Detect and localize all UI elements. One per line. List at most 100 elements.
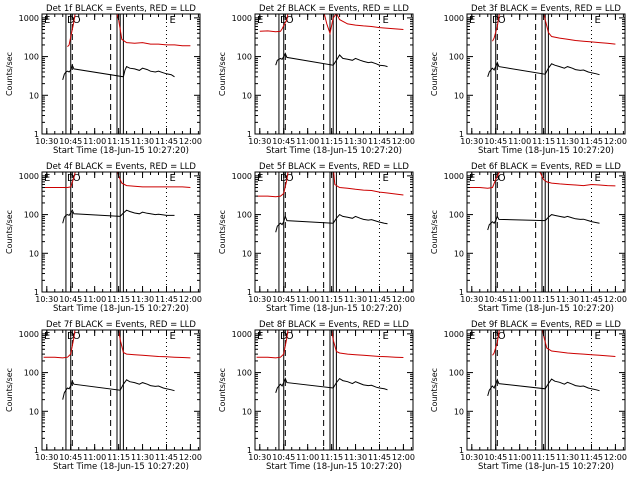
events-series-line (62, 379, 175, 400)
y-tick-label: 1 (247, 446, 252, 455)
panel-title: Det 1f BLACK = Events, RED = LLD (46, 4, 196, 14)
lld-series-line (259, 14, 404, 36)
y-tick-label: 10 (242, 91, 252, 100)
x-tick-label: 11:15 (532, 295, 555, 304)
x-tick-label: 11:45 (368, 137, 391, 146)
x-tick-label: 10:30 (35, 295, 58, 304)
y-tick-label: 1 (34, 130, 39, 139)
x-axis-label: Start Time (18-Jun-15 10:27:20) (53, 304, 189, 314)
plot-frame (41, 171, 201, 293)
annotation-label: E (44, 15, 50, 26)
y-tick-label: 10 (29, 249, 39, 258)
x-tick-label: 11:15 (107, 295, 130, 304)
annotation-label: D (280, 173, 288, 184)
x-tick-label: 11:15 (532, 137, 555, 146)
y-tick-label: 1000 (444, 14, 464, 23)
y-tick-label: 1 (247, 288, 252, 297)
x-tick-label: 11:15 (107, 137, 130, 146)
annotation-label: O (73, 173, 81, 184)
events-series-line (487, 61, 600, 77)
panel-title: Det 7f BLACK = Events, RED = LLD (46, 320, 196, 330)
panel-title: Det 4f BLACK = Events, RED = LLD (46, 162, 196, 172)
x-tick-label: 10:30 (460, 453, 483, 462)
annotation-label: D (67, 173, 75, 184)
annotation-label: E (44, 173, 50, 184)
annotation-label: D (492, 331, 500, 342)
x-tick-label: 12:00 (179, 453, 202, 462)
x-tick-label: 11:30 (131, 453, 154, 462)
y-axis-label: Counts/sec (5, 52, 14, 96)
plot-frame (254, 171, 414, 293)
y-tick-label: 1 (459, 288, 464, 297)
y-axis-label: Counts/sec (430, 52, 439, 96)
x-tick-label: 11:15 (320, 137, 343, 146)
y-tick-label: 10 (454, 91, 464, 100)
y-tick-label: 100 (449, 211, 464, 220)
panel-title: Det 5f BLACK = Events, RED = LLD (259, 162, 409, 172)
x-tick-label: 10:45 (59, 295, 82, 304)
annotation-label: D (492, 15, 500, 26)
y-tick-label: 1 (247, 130, 252, 139)
x-tick-label: 11:30 (556, 295, 579, 304)
y-axis-label: Counts/sec (5, 368, 14, 412)
annotation-label: E (44, 331, 50, 342)
y-tick-label: 10 (29, 407, 39, 416)
x-tick-label: 11:15 (320, 295, 343, 304)
annotation-label: E (169, 173, 175, 184)
x-tick-label: 12:00 (392, 295, 415, 304)
y-tick-label: 1 (459, 446, 464, 455)
annotation-label: E (169, 331, 175, 342)
panel-title: Det 9f BLACK = Events, RED = LLD (471, 320, 621, 330)
annotation-label: O (498, 15, 506, 26)
panel-title: Det 2f BLACK = Events, RED = LLD (259, 4, 409, 14)
x-tick-label: 10:45 (59, 137, 82, 146)
lld-series-line (43, 172, 191, 188)
x-tick-label: 12:00 (392, 137, 415, 146)
annotation-label: E (594, 173, 600, 184)
annotation-label: O (498, 331, 506, 342)
x-tick-label: 11:30 (556, 453, 579, 462)
y-axis-label: Counts/sec (430, 210, 439, 254)
x-tick-label: 10:30 (248, 295, 271, 304)
y-axis-label: Counts/sec (5, 210, 14, 254)
plot-frame (254, 329, 414, 451)
y-tick-label: 1000 (19, 330, 39, 339)
y-tick-label: 10 (454, 249, 464, 258)
x-axis-label: Start Time (18-Jun-15 10:27:20) (478, 462, 614, 472)
x-axis-label: Start Time (18-Jun-15 10:27:20) (478, 146, 614, 156)
plot-frame (41, 329, 201, 451)
x-tick-label: 12:00 (604, 453, 627, 462)
annotation-label: D (280, 331, 288, 342)
annotation-label: D (67, 331, 75, 342)
y-axis-label: Counts/sec (430, 368, 439, 412)
y-tick-label: 1000 (444, 330, 464, 339)
y-tick-label: 100 (24, 53, 39, 62)
x-tick-label: 10:45 (272, 453, 295, 462)
x-tick-label: 11:30 (344, 295, 367, 304)
x-axis-label: Start Time (18-Jun-15 10:27:20) (53, 462, 189, 472)
x-tick-label: 11:30 (131, 295, 154, 304)
y-axis-label: Counts/sec (218, 368, 227, 412)
events-series-line (487, 378, 600, 397)
x-tick-label: 12:00 (604, 137, 627, 146)
lld-series-line (43, 330, 191, 359)
x-tick-label: 11:30 (556, 137, 579, 146)
y-tick-label: 100 (237, 53, 252, 62)
y-tick-label: 1000 (444, 172, 464, 181)
annotation-label: O (73, 331, 81, 342)
panel-title: Det 6f BLACK = Events, RED = LLD (471, 162, 621, 172)
annotation-label: E (469, 173, 475, 184)
x-tick-label: 10:45 (484, 137, 507, 146)
y-tick-label: 1000 (232, 172, 252, 181)
annotation-label: E (382, 331, 388, 342)
x-tick-label: 11:30 (131, 137, 154, 146)
panel-title: Det 3f BLACK = Events, RED = LLD (471, 4, 621, 14)
annotation-label: E (382, 15, 388, 26)
y-tick-label: 10 (29, 91, 39, 100)
x-tick-label: 11:00 (296, 295, 319, 304)
